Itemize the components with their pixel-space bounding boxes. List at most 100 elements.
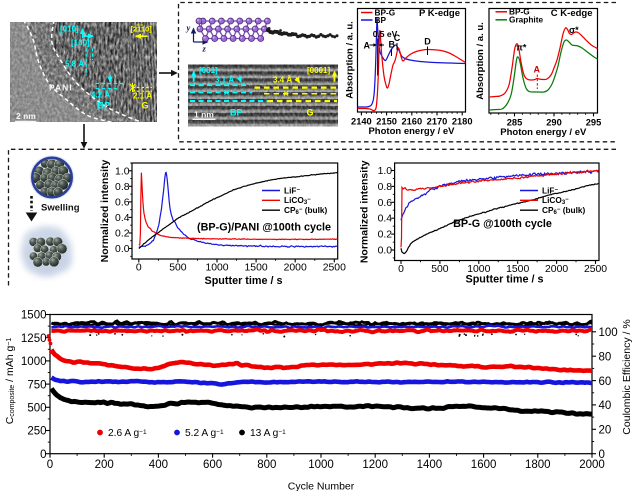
svg-text:Swelling: Swelling <box>41 203 80 214</box>
svg-text:G: G <box>307 108 314 118</box>
svg-text:BP-G: BP-G <box>375 7 396 17</box>
svg-text:[100]: [100] <box>71 39 90 48</box>
svg-text:500: 500 <box>431 264 449 275</box>
svg-text:2180: 2180 <box>452 117 473 127</box>
svg-text:(BP-G)/PANI @100th cycle: (BP-G)/PANI @100th cycle <box>197 222 331 234</box>
svg-text:0.4: 0.4 <box>378 214 393 225</box>
svg-text:13 A g−1: 13 A g−1 <box>250 428 286 439</box>
svg-text:BP-G: BP-G <box>509 7 530 17</box>
svg-text:1000: 1000 <box>467 264 490 275</box>
svg-text:1250: 1250 <box>21 333 47 345</box>
svg-text:Absorption / a. u.: Absorption / a. u. <box>475 22 486 100</box>
svg-text:1500: 1500 <box>245 263 268 274</box>
svg-text:5.2 A g−1: 5.2 A g−1 <box>185 428 224 439</box>
svg-text:A: A <box>534 65 541 75</box>
svg-text:20: 20 <box>599 425 612 437</box>
svg-text:1.0: 1.0 <box>378 166 393 177</box>
svg-text:LiCO3−: LiCO3− <box>542 195 569 206</box>
svg-text:400: 400 <box>149 459 168 471</box>
svg-text:2150: 2150 <box>376 117 397 127</box>
svg-text:Absorption / a. u.: Absorption / a. u. <box>345 21 356 99</box>
svg-text:0: 0 <box>40 449 46 461</box>
svg-text:0.8: 0.8 <box>115 182 130 193</box>
svg-text:2170: 2170 <box>427 117 448 127</box>
svg-text:[001]: [001] <box>199 66 218 75</box>
svg-text:750: 750 <box>27 379 46 391</box>
svg-text:1.0: 1.0 <box>115 166 130 177</box>
svg-text:0: 0 <box>136 263 142 274</box>
svg-text:5.8 Å: 5.8 Å <box>65 60 84 69</box>
svg-text:2.6 A g−1: 2.6 A g−1 <box>108 428 147 439</box>
svg-text:LiCO3−: LiCO3− <box>284 195 311 206</box>
svg-text:3.1 Å: 3.1 Å <box>215 76 234 85</box>
svg-text:1400: 1400 <box>417 459 443 471</box>
svg-text:Photon energy / eV: Photon energy / eV <box>500 127 587 138</box>
svg-text:BP: BP <box>98 101 111 111</box>
svg-text:Graphite: Graphite <box>509 15 544 25</box>
svg-text:Normalized intensity: Normalized intensity <box>99 160 111 263</box>
svg-text:0.6: 0.6 <box>115 197 130 208</box>
svg-text:1600: 1600 <box>471 459 497 471</box>
svg-text:0: 0 <box>47 459 53 471</box>
svg-text:100: 100 <box>599 327 618 339</box>
svg-text:[2110]: [2110] <box>131 25 153 34</box>
svg-text:2160: 2160 <box>401 117 422 127</box>
svg-text:1000: 1000 <box>205 263 228 274</box>
svg-text:CP6− (bulk): CP6− (bulk) <box>542 205 586 216</box>
svg-text:0.0: 0.0 <box>378 246 393 257</box>
svg-text:G: G <box>142 101 149 111</box>
svg-text:2140: 2140 <box>351 117 372 127</box>
svg-text:A: A <box>364 41 371 51</box>
svg-text:0.5 eV: 0.5 eV <box>373 29 398 39</box>
svg-text:1000: 1000 <box>308 459 334 471</box>
svg-text:0: 0 <box>599 449 605 461</box>
svg-text:C K-edge: C K-edge <box>551 8 593 19</box>
svg-text:200: 200 <box>95 459 114 471</box>
svg-text:Photon energy / eV: Photon energy / eV <box>368 126 455 137</box>
svg-text:LiF−: LiF− <box>284 185 300 195</box>
svg-text:2500: 2500 <box>323 263 346 274</box>
svg-text:500: 500 <box>169 263 187 274</box>
svg-text:2.1 Å: 2.1 Å <box>133 92 152 101</box>
svg-text:D: D <box>424 37 431 47</box>
svg-text:285: 285 <box>507 118 523 128</box>
svg-text:1500: 1500 <box>21 310 47 322</box>
svg-text:290: 290 <box>546 118 562 128</box>
svg-text:Sputter time / s: Sputter time / s <box>466 274 544 286</box>
svg-text:0: 0 <box>398 264 404 275</box>
svg-text:BP: BP <box>230 108 243 118</box>
svg-text:3.4 Å: 3.4 Å <box>273 76 292 85</box>
svg-text:0.8: 0.8 <box>378 182 393 193</box>
svg-text:[010]: [010] <box>60 25 79 34</box>
svg-text:Sputter time / s: Sputter time / s <box>205 275 283 287</box>
svg-text:1500: 1500 <box>506 264 529 275</box>
svg-text:P K-edge: P K-edge <box>419 8 460 19</box>
svg-text:BP: BP <box>375 15 387 25</box>
svg-text:800: 800 <box>257 459 276 471</box>
svg-text:600: 600 <box>203 459 222 471</box>
svg-text:1000: 1000 <box>21 356 47 368</box>
svg-text:Coulombic Efficiency / %: Coulombic Efficiency / % <box>621 319 633 434</box>
svg-text:0.6: 0.6 <box>378 198 393 209</box>
svg-text:2 nm: 2 nm <box>16 111 36 121</box>
svg-text:[0001]: [0001] <box>307 66 330 75</box>
svg-text:BP-G @100th cycle: BP-G @100th cycle <box>453 218 552 230</box>
svg-text:1800: 1800 <box>525 459 551 471</box>
svg-text:C: C <box>394 33 401 43</box>
svg-text:295: 295 <box>586 118 602 128</box>
svg-text:40: 40 <box>599 400 612 412</box>
svg-text:2000: 2000 <box>579 459 605 471</box>
svg-text:4.2 Å: 4.2 Å <box>91 91 110 100</box>
svg-text:z: z <box>202 44 207 54</box>
svg-text:LiF−: LiF− <box>542 185 558 195</box>
svg-text:500: 500 <box>27 403 46 415</box>
svg-text:σ*: σ* <box>569 25 579 35</box>
svg-text:PANI: PANI <box>49 83 73 93</box>
svg-text:0.2: 0.2 <box>115 229 130 240</box>
svg-text:0.0: 0.0 <box>115 244 130 255</box>
svg-text:250: 250 <box>27 426 46 438</box>
svg-text:1 nm: 1 nm <box>194 110 214 120</box>
svg-text:60: 60 <box>599 376 612 388</box>
svg-text:0.4: 0.4 <box>115 213 130 224</box>
svg-text:80: 80 <box>599 351 612 363</box>
